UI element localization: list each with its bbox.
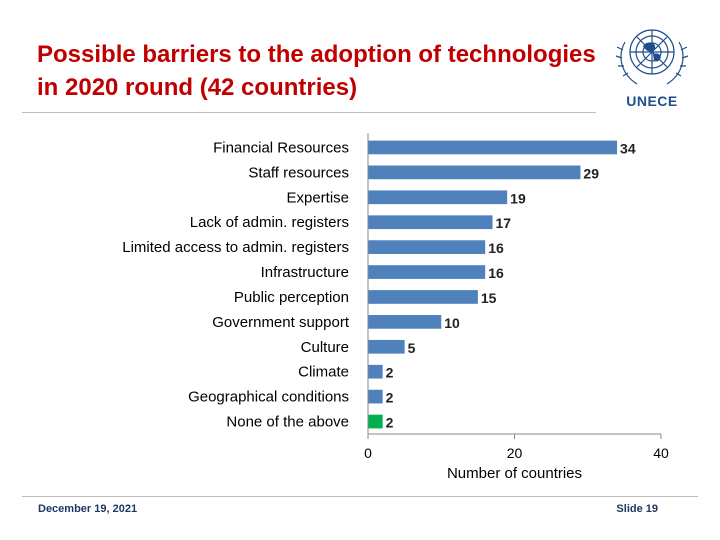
data-label: 2 <box>386 415 394 431</box>
category-label: Infrastructure <box>261 264 349 281</box>
category-label: Culture <box>301 339 349 356</box>
bar <box>368 265 486 279</box>
footer-divider <box>22 496 698 497</box>
data-label: 2 <box>386 365 394 381</box>
data-label: 34 <box>620 140 636 156</box>
data-label: 10 <box>444 315 460 331</box>
bar <box>368 414 383 429</box>
category-label: Financial Resources <box>213 139 349 156</box>
un-emblem-icon <box>615 29 689 85</box>
data-label: 15 <box>481 290 497 306</box>
title-divider <box>22 112 596 113</box>
data-label: 16 <box>488 265 504 281</box>
bar <box>368 389 383 404</box>
category-label: Public perception <box>234 289 349 306</box>
category-label: Expertise <box>286 189 349 206</box>
slide-number: Slide 19 <box>616 503 658 515</box>
x-tick-label: 20 <box>507 445 523 461</box>
data-label: 5 <box>408 340 416 356</box>
bar <box>368 215 493 230</box>
bar <box>368 315 442 329</box>
bar <box>368 240 486 254</box>
data-label: 19 <box>510 190 526 206</box>
bar <box>368 364 383 379</box>
footer-date: December 19, 2021 <box>38 503 138 515</box>
category-label: Geographical conditions <box>188 389 349 406</box>
bar <box>368 140 618 155</box>
bar <box>368 290 478 304</box>
category-label: Lack of admin. registers <box>190 214 349 231</box>
data-label: 29 <box>583 165 599 181</box>
category-label: None of the above <box>226 414 349 431</box>
category-label: Limited access to admin. registers <box>122 239 349 256</box>
bar <box>368 165 581 180</box>
data-label: 2 <box>386 390 394 406</box>
category-label: Climate <box>298 364 349 381</box>
category-label: Government support <box>212 314 350 331</box>
x-axis-label: Number of countries <box>447 465 582 482</box>
x-tick-label: 40 <box>653 445 669 461</box>
bar-chart: Financial Resources 34 Staff resources 29 Ex… <box>122 133 669 482</box>
data-label: 16 <box>488 240 504 256</box>
bar <box>368 339 405 354</box>
bar <box>368 190 508 205</box>
logo-text: UNECE <box>626 93 678 109</box>
x-tick-label: 0 <box>364 445 372 461</box>
data-label: 17 <box>496 215 512 231</box>
slide-title: Possible barriers to the adoption of tec… <box>37 41 596 101</box>
category-label: Staff resources <box>248 164 349 181</box>
